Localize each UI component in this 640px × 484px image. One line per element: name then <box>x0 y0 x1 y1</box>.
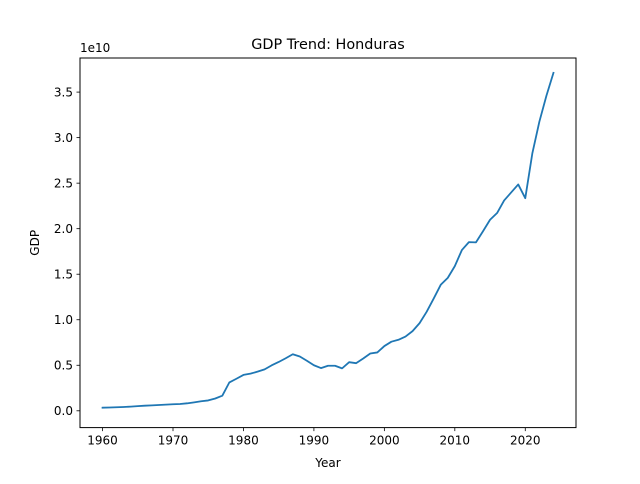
chart-title: GDP Trend: Honduras <box>251 37 405 53</box>
y-axis-offset-label: 1e10 <box>80 41 110 55</box>
y-axis: 0.0 0.5 1.0 1.5 2.0 2.5 3.0 3.5 <box>54 85 80 418</box>
x-tick-label: 2010 <box>440 434 471 448</box>
x-tick-label: 1990 <box>299 434 330 448</box>
y-tick-label: 0.5 <box>54 359 73 373</box>
x-axis-label: Year <box>314 456 340 470</box>
x-tick-label: 1970 <box>158 434 189 448</box>
y-tick-label: 3.0 <box>54 131 73 145</box>
x-tick-label: 2020 <box>510 434 541 448</box>
y-tick-label: 3.5 <box>54 85 73 99</box>
y-tick-label: 0.0 <box>54 404 73 418</box>
x-tick-label: 1980 <box>228 434 259 448</box>
y-axis-label: GDP <box>28 230 42 256</box>
y-tick-label: 2.5 <box>54 176 73 190</box>
x-tick-label: 2000 <box>369 434 400 448</box>
y-tick-label: 1.0 <box>54 313 73 327</box>
y-tick-label: 2.0 <box>54 222 73 236</box>
y-tick-label: 1.5 <box>54 268 73 282</box>
x-tick-label: 1960 <box>87 434 118 448</box>
x-axis: 1960 1970 1980 1990 2000 2010 2020 <box>87 427 541 448</box>
series-layer <box>101 71 555 409</box>
gdp-series-line <box>101 71 555 409</box>
plot-frame <box>79 57 577 429</box>
